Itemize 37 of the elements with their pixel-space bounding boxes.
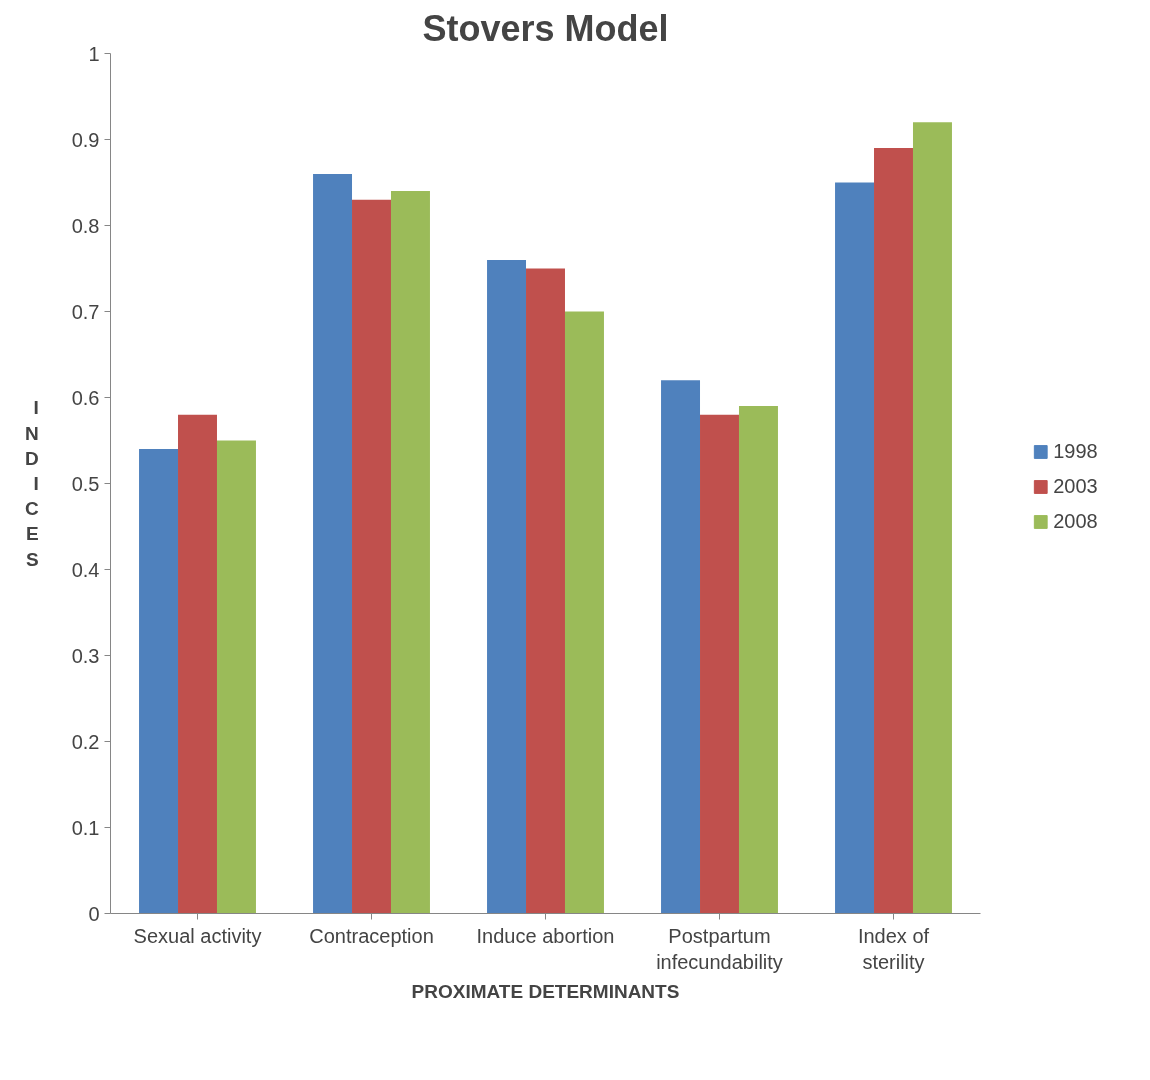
bar (390, 191, 430, 914)
bar (661, 380, 701, 914)
bar (178, 414, 217, 914)
bar (313, 173, 353, 914)
x-tick-label: Induce abortion (476, 924, 615, 947)
legend-label: 1998 (1053, 439, 1098, 463)
bar (487, 259, 527, 914)
bar (738, 406, 778, 914)
chart-title: Stovers Model (422, 7, 669, 49)
y-tick-label: 0.3 (71, 644, 100, 667)
y-tick-label: 0.5 (71, 472, 100, 495)
bar (352, 199, 391, 914)
y-tick-label: 0.9 (71, 128, 100, 151)
bar (874, 148, 913, 914)
y-tick-label: 0.1 (71, 816, 100, 839)
bar (700, 414, 739, 914)
bar (216, 440, 256, 914)
y-tick-label: 0.2 (71, 730, 100, 753)
bar (912, 122, 952, 914)
y-axis-title: INDICES (24, 397, 39, 570)
y-tick-label: 1 (88, 42, 100, 65)
x-tick-label: Postpartum infecundability (656, 924, 783, 973)
x-tick-label: Sexual activity (133, 924, 262, 947)
x-axis-title: PROXIMATE DETERMINANTS (411, 980, 680, 1002)
y-tick-label: 0 (88, 902, 100, 925)
y-tick-label: 0.6 (71, 386, 100, 409)
y-tick-label: 0.4 (71, 558, 100, 581)
x-tick-label: Index of sterility (857, 924, 930, 973)
bar (564, 311, 604, 914)
y-tick-label: 0.8 (71, 214, 100, 237)
legend-label: 2003 (1053, 474, 1098, 498)
y-tick-label: 0.7 (71, 300, 100, 323)
bar (139, 449, 179, 914)
x-tick-label: Contraception (309, 924, 434, 947)
bar (835, 182, 875, 914)
legend-label: 2008 (1053, 509, 1098, 533)
bar (526, 268, 565, 914)
